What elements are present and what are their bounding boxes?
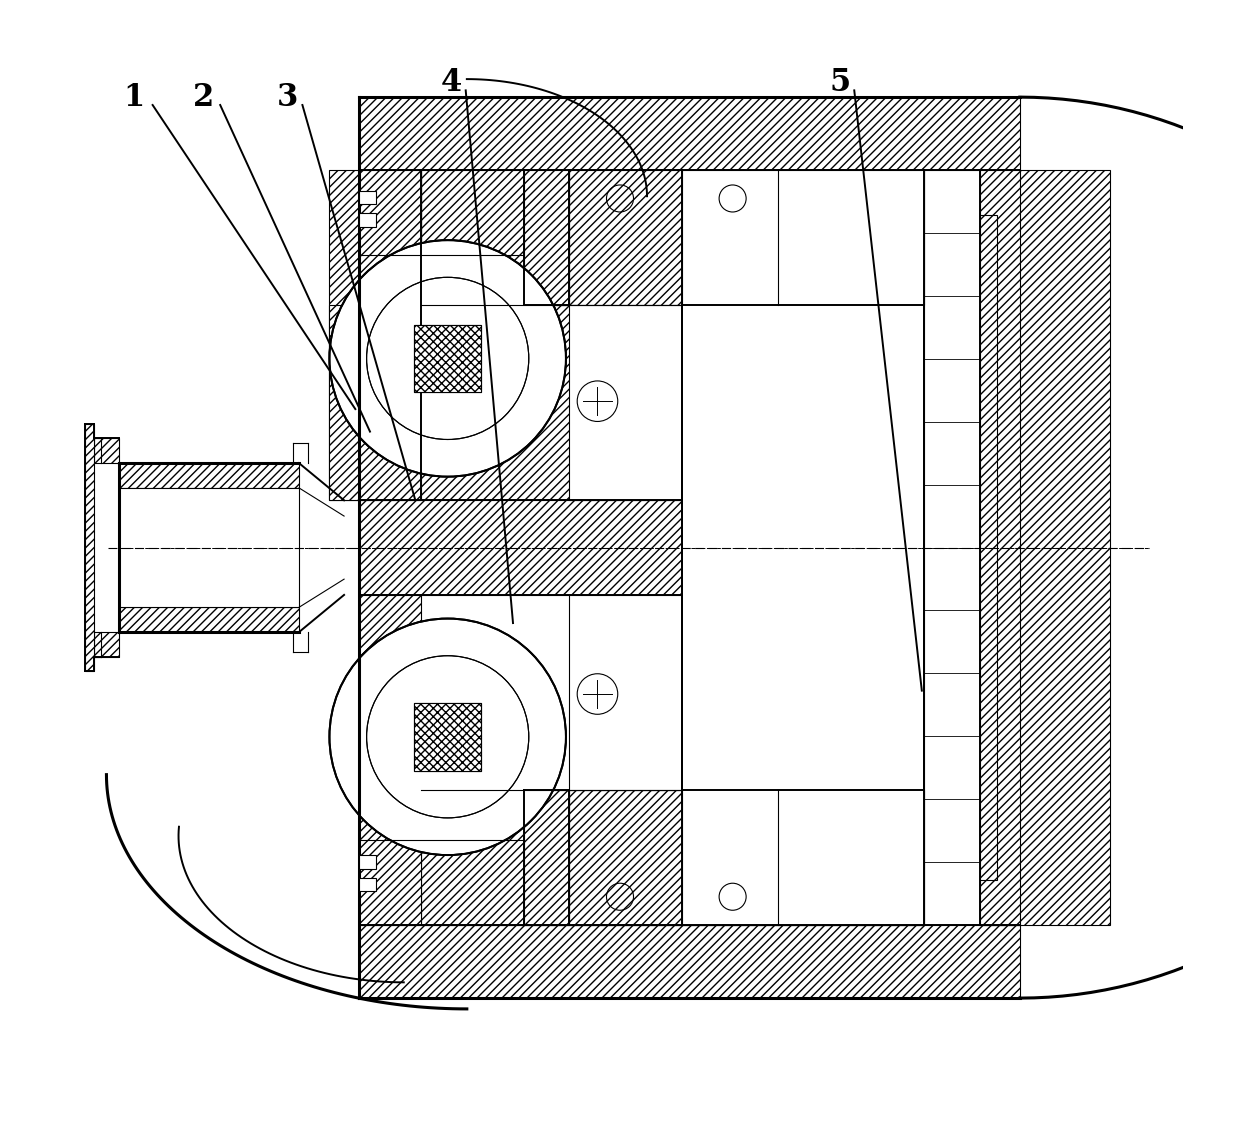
Bar	[569, 595, 682, 790]
Polygon shape	[569, 170, 682, 306]
Text: 3: 3	[277, 81, 299, 113]
Bar	[981, 170, 1110, 925]
Bar	[86, 423, 94, 672]
Polygon shape	[358, 925, 1019, 998]
Polygon shape	[420, 170, 682, 306]
Polygon shape	[358, 595, 420, 925]
Text: 2: 2	[192, 81, 215, 113]
Polygon shape	[525, 790, 569, 925]
Polygon shape	[358, 500, 682, 595]
Bar	[94, 632, 119, 657]
Polygon shape	[682, 790, 924, 925]
Polygon shape	[569, 790, 682, 925]
Text: 1: 1	[123, 81, 144, 113]
Bar	[569, 306, 682, 500]
Polygon shape	[420, 790, 682, 925]
Bar	[414, 703, 481, 771]
Bar	[119, 607, 299, 632]
Polygon shape	[330, 170, 420, 500]
Bar	[358, 855, 376, 868]
Circle shape	[330, 619, 565, 855]
Polygon shape	[358, 170, 420, 500]
Bar	[358, 213, 376, 227]
Bar	[414, 703, 481, 771]
Bar	[94, 438, 119, 463]
Bar	[358, 877, 376, 891]
Bar	[682, 170, 924, 925]
Bar	[358, 191, 376, 204]
Text: 4: 4	[440, 67, 461, 98]
Polygon shape	[981, 170, 1019, 925]
Polygon shape	[330, 306, 577, 500]
Text: 5: 5	[830, 67, 851, 98]
Bar	[119, 488, 299, 607]
Bar	[414, 325, 481, 392]
Bar	[119, 463, 299, 488]
Circle shape	[330, 240, 565, 476]
Polygon shape	[358, 97, 1019, 170]
Bar	[414, 325, 481, 392]
Polygon shape	[682, 170, 924, 306]
Polygon shape	[525, 170, 569, 306]
Bar	[682, 306, 924, 790]
